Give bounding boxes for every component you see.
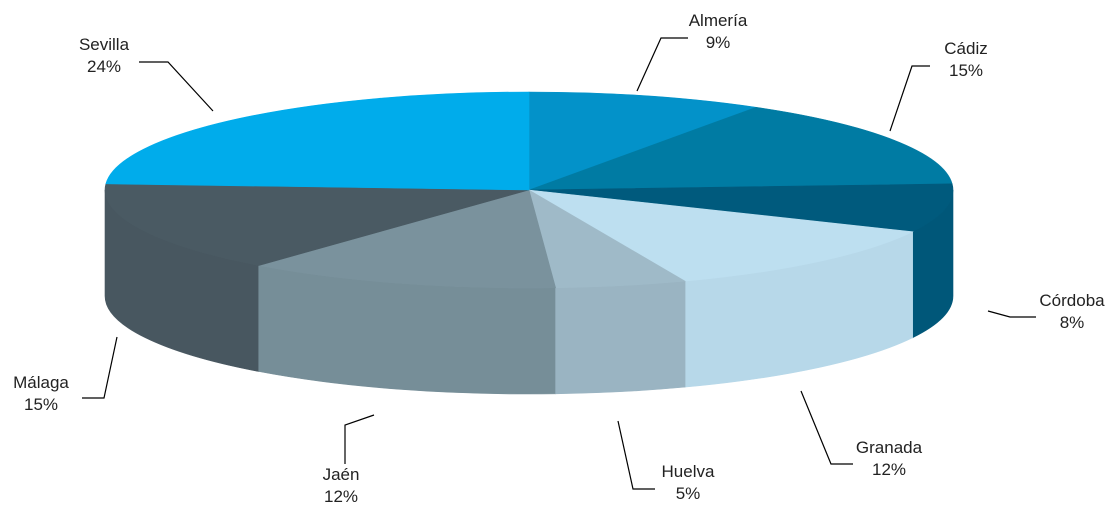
pie-sides <box>104 189 954 395</box>
leader-line-cadiz <box>889 65 930 132</box>
pie-slice-sevilla <box>105 91 530 191</box>
slice-percent-granada: 12% <box>872 460 906 479</box>
pie-slice-malaga <box>104 183 530 266</box>
slice-percent-cordoba: 8% <box>1060 313 1085 332</box>
slice-percent-cadiz: 15% <box>949 61 983 80</box>
slice-label-huelva: Huelva <box>662 462 715 481</box>
slice-percent-sevilla: 24% <box>87 57 121 76</box>
leader-line-cordoba <box>987 310 1036 318</box>
leader-line-malaga <box>82 336 118 399</box>
pie-slice-cadiz <box>528 106 953 191</box>
pie-slice-jaen <box>258 189 557 289</box>
pie-labels: Almería 9% Cádiz 15% Córdoba 8% Granada 12% Huel… <box>13 11 1105 506</box>
slice-label-sevilla: Sevilla <box>79 35 130 54</box>
pie-slice-granada <box>528 189 914 282</box>
leader-line-almeria <box>636 37 688 92</box>
slice-percent-huelva: 5% <box>676 484 701 503</box>
slice-percent-jaen: 12% <box>324 487 358 506</box>
pie-slice-cordoba <box>528 183 954 233</box>
slice-label-jaen: Jaén <box>323 465 360 484</box>
slice-label-almeria: Almería <box>689 11 748 30</box>
leader-line-jaen <box>344 414 375 464</box>
leader-line-granada <box>800 390 853 465</box>
slice-percent-malaga: 15% <box>24 395 58 414</box>
leader-line-sevilla <box>139 61 214 112</box>
slice-label-cordoba: Córdoba <box>1039 291 1105 310</box>
slice-label-cadiz: Cádiz <box>944 39 987 58</box>
pie-side-huelva <box>555 280 686 395</box>
pie-top-faces <box>104 91 954 289</box>
pie-slice-almeria <box>528 91 757 191</box>
slice-percent-almeria: 9% <box>706 33 731 52</box>
slice-label-granada: Granada <box>856 438 923 457</box>
slice-label-malaga: Málaga <box>13 373 69 392</box>
leader-line-huelva <box>617 420 655 490</box>
